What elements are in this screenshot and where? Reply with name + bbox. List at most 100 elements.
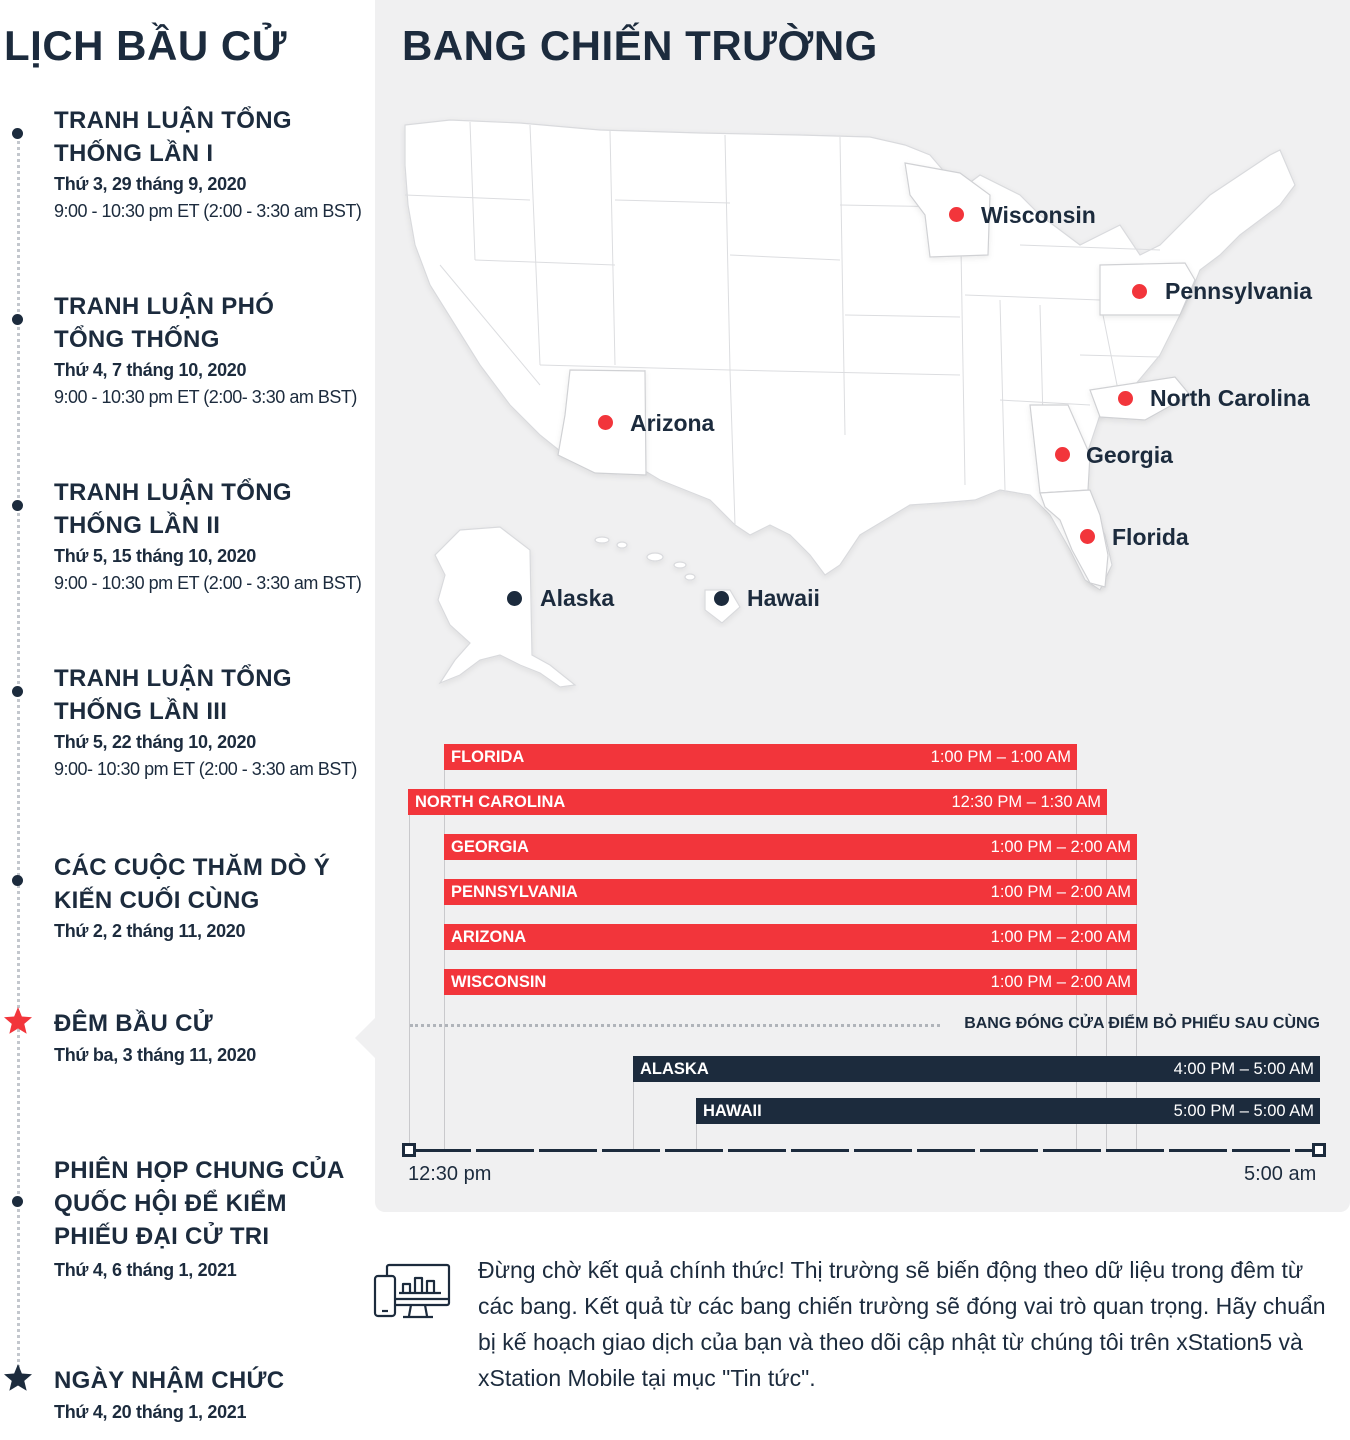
- guide-line: [1076, 769, 1077, 1150]
- map-label-wisconsin: Wisconsin: [981, 202, 1096, 228]
- map-pin-florida[interactable]: [1080, 529, 1095, 544]
- axis-tick-gap: [786, 1148, 791, 1153]
- event-title: TRANH LUẬN TỔNG THỐNG LẦN II: [54, 479, 292, 539]
- bar-time-range: 5:00 PM – 5:00 AM: [1173, 1102, 1314, 1120]
- axis-tick-gap: [849, 1148, 854, 1153]
- event-time: 9:00- 10:30 pm ET (2:00 - 3:30 am BST): [54, 759, 357, 779]
- event-title: PHIÊN HỌP CHUNG CỦA QUỐC HỘI ĐỂ KIỂM PHI…: [54, 1157, 344, 1250]
- event-date: Thứ 4, 7 tháng 10, 2020: [54, 360, 247, 380]
- devices-chart-icon: [373, 1263, 451, 1319]
- battleground-title: BANG CHIẾN TRƯỜNG: [402, 22, 878, 69]
- axis-tick-gap: [1101, 1148, 1106, 1153]
- map-label-florida: Florida: [1112, 524, 1189, 550]
- timeline-dot-icon: [12, 1196, 23, 1207]
- timeline-dotted-line: [17, 130, 20, 1380]
- map-label-alaska: Alaska: [540, 585, 615, 611]
- state-borders: [404, 121, 1161, 526]
- contiguous-us-shape: [404, 119, 1296, 591]
- poll-bar-hawaii[interactable]: HAWAII 5:00 PM – 5:00 AM: [696, 1098, 1320, 1124]
- timeline-dot-icon: [12, 686, 23, 697]
- florida-shape: [1039, 489, 1109, 588]
- event-title: TRANH LUẬN PHÓ TỔNG THỐNG: [54, 293, 275, 353]
- map-label-hawaii: Hawaii: [747, 585, 820, 611]
- timeline-dot-icon: [12, 500, 23, 511]
- guide-line: [1136, 859, 1137, 1150]
- event-date: Thứ 5, 22 tháng 10, 2020: [54, 732, 256, 752]
- event-date: Thứ 2, 2 tháng 11, 2020: [54, 921, 246, 941]
- bar-state-name: PENNSYLVANIA: [451, 883, 578, 901]
- map-pin-georgia[interactable]: [1055, 447, 1070, 462]
- last-closing-dotted-line: [410, 1024, 940, 1027]
- timeline-dot-icon: [12, 875, 23, 886]
- trading-note: Đừng chờ kết quả chính thức! Thị trường …: [478, 1257, 1326, 1391]
- guide-line: [409, 814, 410, 1150]
- bar-state-name: ALASKA: [640, 1060, 709, 1078]
- poll-bar-north-carolina[interactable]: NORTH CAROLINA 12:30 PM – 1:30 AM: [408, 789, 1107, 815]
- navy-star-icon: [4, 1364, 32, 1391]
- map-pin-hawaii[interactable]: [714, 591, 729, 606]
- guide-line: [633, 1082, 634, 1150]
- axis-tick-gap: [723, 1148, 728, 1153]
- map-pin-alaska[interactable]: [507, 591, 522, 606]
- pennsylvania-shape: [1099, 262, 1196, 316]
- timeline-dot-icon: [12, 128, 23, 139]
- bar-time-range: 1:00 PM – 2:00 AM: [990, 928, 1131, 946]
- hawaii-shape: [594, 536, 741, 624]
- us-map: [404, 119, 1296, 688]
- event-title: NGÀY NHẬM CHỨC: [54, 1367, 285, 1394]
- axis-tick-gap: [597, 1148, 602, 1153]
- bar-time-range: 12:30 PM – 1:30 AM: [951, 793, 1101, 811]
- axis-start-label: 12:30 pm: [408, 1163, 492, 1185]
- axis-end-marker: [1312, 1143, 1326, 1157]
- time-axis: [408, 1149, 1322, 1152]
- axis-start-marker: [402, 1143, 416, 1157]
- map-label-north-carolina: North Carolina: [1150, 385, 1310, 411]
- bar-state-name: FLORIDA: [451, 748, 525, 766]
- axis-tick-gap: [975, 1148, 980, 1153]
- event-time: 9:00 - 10:30 pm ET (2:00 - 3:30 am BST): [54, 201, 362, 221]
- map-pin-wisconsin[interactable]: [949, 207, 964, 222]
- axis-tick-gap: [912, 1148, 917, 1153]
- axis-tick-gap: [1038, 1148, 1043, 1153]
- axis-tick-gap: [534, 1148, 539, 1153]
- map-label-pennsylvania: Pennsylvania: [1165, 278, 1313, 304]
- bar-state-name: HAWAII: [703, 1102, 762, 1120]
- bar-time-range: 1:00 PM – 2:00 AM: [990, 883, 1131, 901]
- bar-time-range: 4:00 PM – 5:00 AM: [1173, 1060, 1314, 1078]
- guide-line: [696, 1124, 697, 1150]
- panel-pointer: [355, 1018, 375, 1058]
- map-label-arizona: Arizona: [630, 410, 715, 436]
- event-date: Thứ 3, 29 tháng 9, 2020: [54, 174, 247, 194]
- axis-tick-gap: [1227, 1148, 1232, 1153]
- north-carolina-shape: [1089, 376, 1191, 421]
- event-title: CÁC CUỘC THĂM DÒ Ý KIẾN CUỐI CÙNG: [54, 854, 331, 914]
- poll-bar-pennsylvania[interactable]: PENNSYLVANIA 1:00 PM – 2:00 AM: [444, 879, 1137, 905]
- last-closing-label: BANG ĐÓNG CỬA ĐIỂM BỎ PHIẾU SAU CÙNG: [964, 1015, 1320, 1032]
- map-pin-arizona[interactable]: [598, 415, 613, 430]
- event-date: Thứ 4, 20 tháng 1, 2021: [54, 1402, 247, 1422]
- poll-bar-arizona[interactable]: ARIZONA 1:00 PM – 2:00 AM: [444, 924, 1137, 950]
- axis-tick-gap: [1164, 1148, 1169, 1153]
- bar-time-range: 1:00 PM – 2:00 AM: [990, 973, 1131, 991]
- event-date: Thứ 4, 6 tháng 1, 2021: [54, 1260, 237, 1280]
- axis-tick-gap: [660, 1148, 665, 1153]
- bar-state-name: ARIZONA: [451, 928, 527, 946]
- poll-bar-florida[interactable]: FLORIDA 1:00 PM – 1:00 AM: [444, 744, 1077, 770]
- poll-bar-georgia[interactable]: GEORGIA 1:00 PM – 2:00 AM: [444, 834, 1137, 860]
- event-date: Thứ 5, 15 tháng 10, 2020: [54, 546, 256, 566]
- bar-state-name: GEORGIA: [451, 838, 529, 856]
- bar-state-name: NORTH CAROLINA: [415, 793, 566, 811]
- map-pin-north-carolina[interactable]: [1118, 391, 1133, 406]
- event-title: TRANH LUẬN TỔNG THỐNG LẦN I: [54, 107, 292, 167]
- poll-bar-alaska[interactable]: ALASKA 4:00 PM – 5:00 AM: [633, 1056, 1320, 1082]
- axis-tick-gap: [1290, 1148, 1295, 1153]
- map-pin-pennsylvania[interactable]: [1132, 284, 1147, 299]
- red-star-icon: [4, 1007, 32, 1034]
- event-title: TRANH LUẬN TỔNG THỐNG LẦN III: [54, 665, 292, 725]
- axis-end-label: 5:00 am: [1244, 1163, 1317, 1185]
- poll-bar-wisconsin[interactable]: WISCONSIN 1:00 PM – 2:00 AM: [444, 969, 1137, 995]
- map-label-georgia: Georgia: [1086, 442, 1173, 468]
- event-date: Thứ ba, 3 tháng 11, 2020: [54, 1045, 256, 1065]
- timeline-dot-icon: [12, 314, 23, 325]
- wisconsin-shape: [904, 162, 991, 258]
